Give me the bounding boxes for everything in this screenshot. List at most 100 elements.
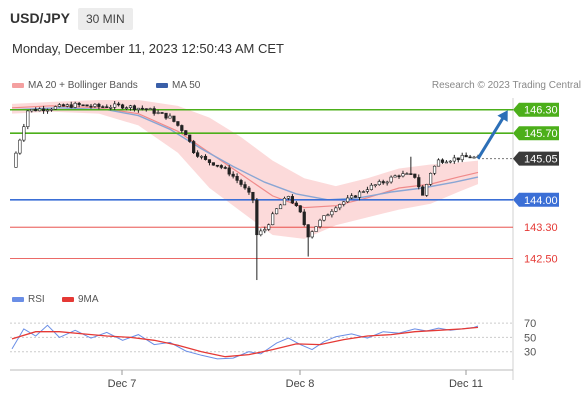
candle-body [346, 197, 350, 203]
candle-body [22, 126, 26, 141]
timeframe-button[interactable]: 30 MIN [78, 8, 133, 30]
candle-body [113, 103, 117, 108]
symbol-title: USD/JPY [10, 10, 70, 26]
candle-body [361, 191, 366, 193]
candle-body [425, 184, 429, 196]
candle-body [405, 173, 409, 175]
rsi-legend-item: RSI [12, 294, 45, 305]
candle-body [271, 213, 275, 226]
candle-body [164, 112, 168, 119]
rsi-tick-label: 70 [524, 318, 536, 330]
candle-body [302, 211, 306, 225]
ma50-legend-item: MA 50 [156, 80, 200, 91]
candle-body [140, 107, 144, 110]
level-label-143-30: 143.30 [524, 222, 558, 234]
candle-body [318, 219, 322, 227]
candle-body [184, 130, 188, 136]
candle-body [124, 107, 129, 109]
chart-datetime: Monday, December 11, 2023 12:50:43 AM CE… [12, 41, 284, 56]
candle-body [255, 199, 259, 236]
ma50-line [11, 107, 479, 201]
x-tick-label: Dec 11 [449, 378, 483, 390]
candle-body [156, 112, 160, 114]
candle-body [381, 181, 385, 184]
candle-body [203, 155, 208, 160]
candle-body [172, 115, 176, 122]
candle-body [117, 103, 121, 106]
candle-body [274, 208, 279, 215]
candle-body [77, 102, 81, 106]
candle-body [61, 104, 65, 107]
rsi-ma9-line [11, 326, 479, 358]
candle-body [65, 104, 69, 107]
rsi-line [11, 324, 479, 360]
ma9-legend-swatch [62, 296, 74, 302]
last-price-label: 145.05 [524, 154, 558, 166]
x-tick-label: Dec 8 [286, 378, 315, 390]
candle-body [53, 106, 58, 110]
candle-body [144, 108, 148, 110]
last-price-tag [513, 151, 559, 166]
candle-body [330, 211, 334, 216]
candle-body [322, 215, 326, 221]
candle-body [34, 109, 38, 112]
candle-body [215, 164, 219, 167]
candle-body [357, 191, 362, 198]
level-label-145-70: 145.70 [524, 128, 558, 140]
candle-body [393, 175, 397, 178]
candle-body [128, 105, 133, 108]
candle-body [267, 224, 271, 230]
candle-body [97, 103, 101, 107]
candle-body [132, 105, 137, 111]
ma20-legend-item: MA 20 + Bollinger Bands [12, 80, 138, 91]
level-tag-146-30 [513, 102, 559, 117]
ma9-legend-item: 9MA [62, 294, 99, 305]
level-label-144-00: 144.00 [524, 195, 558, 207]
candle-body [199, 155, 204, 158]
candle-body [282, 197, 287, 206]
candle-body [409, 173, 413, 175]
x-tick-label: Dec 7 [108, 378, 137, 390]
level-label-142-50: 142.50 [524, 254, 558, 266]
candle-body [14, 152, 18, 168]
candle-body [49, 108, 54, 111]
candle-body [448, 160, 452, 163]
candle-body [57, 104, 61, 107]
candle-body [41, 108, 46, 112]
candle-body [369, 184, 373, 190]
candle-body [73, 102, 77, 108]
candle-body [365, 189, 370, 192]
candle-body [120, 104, 125, 109]
ma20-legend-label: MA 20 + Bollinger Bands [28, 80, 138, 91]
candle-body [101, 106, 105, 108]
candle-body [85, 104, 89, 107]
candle-body [30, 109, 34, 112]
projection-arrow-head [497, 110, 508, 122]
candle-body [211, 162, 216, 166]
candle-body [342, 201, 346, 205]
candle-body [235, 176, 239, 181]
candle-body [243, 184, 247, 189]
candle-body [219, 165, 223, 168]
candle-body [105, 106, 109, 109]
candle-body [334, 207, 338, 212]
candle-body [294, 202, 298, 207]
candle-body [152, 108, 156, 114]
level-tag-144-00 [513, 192, 559, 207]
candle-body [440, 159, 445, 163]
candle-body [464, 155, 468, 158]
candle-body [452, 157, 456, 162]
candle-body [444, 161, 449, 164]
candle-body [81, 104, 85, 107]
candle-body [263, 229, 267, 232]
candle-body [109, 107, 113, 109]
candle-body [350, 195, 354, 199]
candle-body [468, 156, 472, 159]
level-label-146-30: 146.30 [524, 105, 558, 117]
candles-group [14, 100, 480, 281]
candle-body [310, 231, 314, 238]
candle-body [460, 155, 464, 161]
ma50-legend-label: MA 50 [172, 80, 201, 91]
candle-body [38, 108, 42, 112]
